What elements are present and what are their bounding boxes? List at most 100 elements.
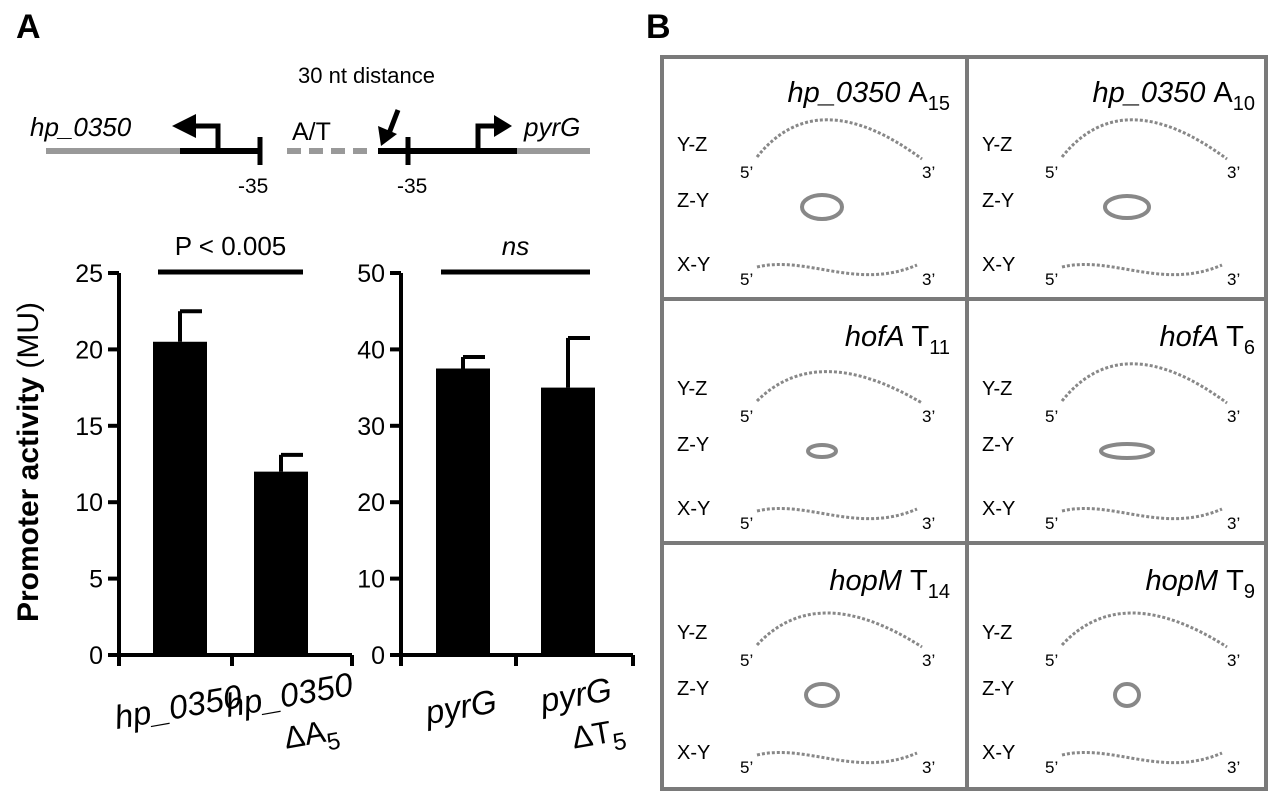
five-prime-label: 5’	[1045, 270, 1058, 289]
grid-outer-frame	[660, 55, 1268, 791]
view-label: Z-Y	[982, 190, 1014, 212]
view-label: Y-Z	[982, 134, 1012, 156]
yz-projection-curve	[1060, 611, 1228, 649]
five-prime-label: 5’	[1045, 163, 1058, 182]
structure-grid: hp_0350 A15 Y-Z Z-Y X-Y 5’ 3’ 5’ 3’ hp_0350 A10 Y…	[660, 55, 1268, 791]
bar	[254, 471, 308, 655]
structure-cell: hofA T11 Y-Z Z-Y X-Y 5’ 3’ 5’ 3’	[677, 321, 950, 533]
y-tick-label: 10	[357, 566, 385, 594]
significance-label: ns	[502, 231, 529, 261]
three-prime-label: 3’	[922, 514, 935, 533]
y-tick-label: 0	[89, 642, 103, 670]
five-prime-label: 5’	[1045, 514, 1058, 533]
five-prime-label: 5’	[740, 270, 753, 289]
five-prime-label: 5’	[740, 514, 753, 533]
three-prime-label: 3’	[1227, 758, 1240, 777]
view-label: X-Y	[677, 498, 710, 520]
cell-title: hofA T6	[1160, 321, 1255, 359]
five-prime-label: 5’	[740, 651, 753, 670]
y-tick-label: 50	[357, 260, 385, 288]
three-prime-label: 3’	[922, 163, 935, 182]
x-category-label: hp_0350	[223, 665, 357, 724]
xy-projection-curve	[756, 506, 918, 521]
y-tick-label: 25	[75, 260, 103, 288]
cell-title: hp_0350 A15	[787, 77, 950, 115]
three-prime-label: 3’	[1227, 651, 1240, 670]
cell-title: hofA T11	[845, 321, 950, 359]
panel-a-label: A	[16, 8, 41, 46]
spacer-label: A/T	[292, 118, 331, 146]
zy-projection-loop	[1103, 194, 1151, 220]
view-label: X-Y	[677, 254, 710, 276]
three-prime-label: 3’	[922, 651, 935, 670]
x-category-label: pyrG	[537, 670, 615, 719]
bar	[541, 387, 595, 655]
zy-projection-loop	[806, 443, 838, 459]
structure-cell: hofA T6 Y-Z Z-Y X-Y 5’ 3’ 5’ 3’	[982, 321, 1255, 533]
left-gene-label: hp_0350	[30, 112, 132, 142]
left-arrowhead-icon	[172, 114, 196, 138]
right-tss-arrow	[475, 123, 496, 151]
zy-projection-loop	[1099, 442, 1155, 460]
xy-projection-curve	[1061, 750, 1223, 765]
yz-projection-curve	[755, 118, 923, 161]
three-prime-label: 3’	[1227, 407, 1240, 426]
view-label: Z-Y	[982, 434, 1014, 456]
cell-title: hopM T14	[829, 565, 950, 603]
y-tick-label: 40	[357, 336, 385, 364]
structure-cell: hopM T14 Y-Z Z-Y X-Y 5’ 3’ 5’ 3’	[677, 565, 950, 777]
three-prime-label: 3’	[1227, 514, 1240, 533]
promoter-diagram: hp_0350 pyrG A/T 30 nt distance -35 -35	[30, 63, 590, 198]
yz-projection-curve	[755, 370, 923, 405]
three-prime-label: 3’	[922, 758, 935, 777]
x-category-delta-label: ΔA5	[281, 712, 342, 764]
five-prime-label: 5’	[1045, 758, 1058, 777]
structure-cell: hp_0350 A15 Y-Z Z-Y X-Y 5’ 3’ 5’ 3’	[677, 77, 950, 289]
view-label: Y-Z	[677, 134, 707, 156]
view-label: X-Y	[982, 742, 1015, 764]
y-tick-label: 10	[75, 489, 103, 517]
yz-projection-curve	[1060, 362, 1228, 405]
y-tick-label: 30	[357, 413, 385, 441]
structure-cell: hopM T9 Y-Z Z-Y X-Y 5’ 3’ 5’ 3’	[982, 565, 1255, 777]
xy-projection-curve	[756, 262, 918, 277]
right-gene-label: pyrG	[523, 112, 580, 142]
xy-projection-curve	[1061, 262, 1223, 277]
five-prime-label: 5’	[1045, 407, 1058, 426]
xy-projection-curve	[756, 750, 918, 765]
view-label: X-Y	[982, 254, 1015, 276]
yz-projection-curve	[755, 611, 923, 649]
xy-projection-curve	[1061, 506, 1223, 521]
view-label: Z-Y	[677, 190, 709, 212]
y-tick-label: 20	[75, 336, 103, 364]
x-category-delta-label: ΔT5	[569, 712, 629, 764]
y-tick-label: 0	[371, 642, 385, 670]
distance-label: 30 nt distance	[298, 63, 435, 88]
distance-arrowhead-icon	[378, 126, 397, 146]
right-arrowhead-icon	[494, 115, 512, 137]
five-prime-label: 5’	[1045, 651, 1058, 670]
y-tick-label: 20	[357, 489, 385, 517]
view-label: Y-Z	[677, 622, 707, 644]
cell-title: hopM T9	[1146, 565, 1255, 603]
five-prime-label: 5’	[740, 163, 753, 182]
view-label: Y-Z	[677, 378, 707, 400]
three-prime-label: 3’	[922, 270, 935, 289]
y-tick-label: 15	[75, 413, 103, 441]
y-axis-title: Promoter activity (MU)	[12, 302, 45, 622]
view-label: X-Y	[982, 498, 1015, 520]
x-category-label: pyrG	[422, 682, 500, 731]
five-prime-label: 5’	[740, 758, 753, 777]
panel-b-label: B	[646, 8, 671, 46]
five-prime-label: 5’	[740, 407, 753, 426]
view-label: Z-Y	[982, 678, 1014, 700]
cell-title: hp_0350 A10	[1092, 77, 1255, 115]
structure-cell: hp_0350 A10 Y-Z Z-Y X-Y 5’ 3’ 5’ 3’	[982, 77, 1255, 289]
zy-projection-loop	[804, 682, 840, 708]
zy-projection-loop	[800, 193, 844, 221]
three-prime-label: 3’	[1227, 270, 1240, 289]
yz-projection-curve	[1060, 118, 1228, 161]
significance-label: P < 0.005	[175, 231, 287, 261]
view-label: Z-Y	[677, 678, 709, 700]
